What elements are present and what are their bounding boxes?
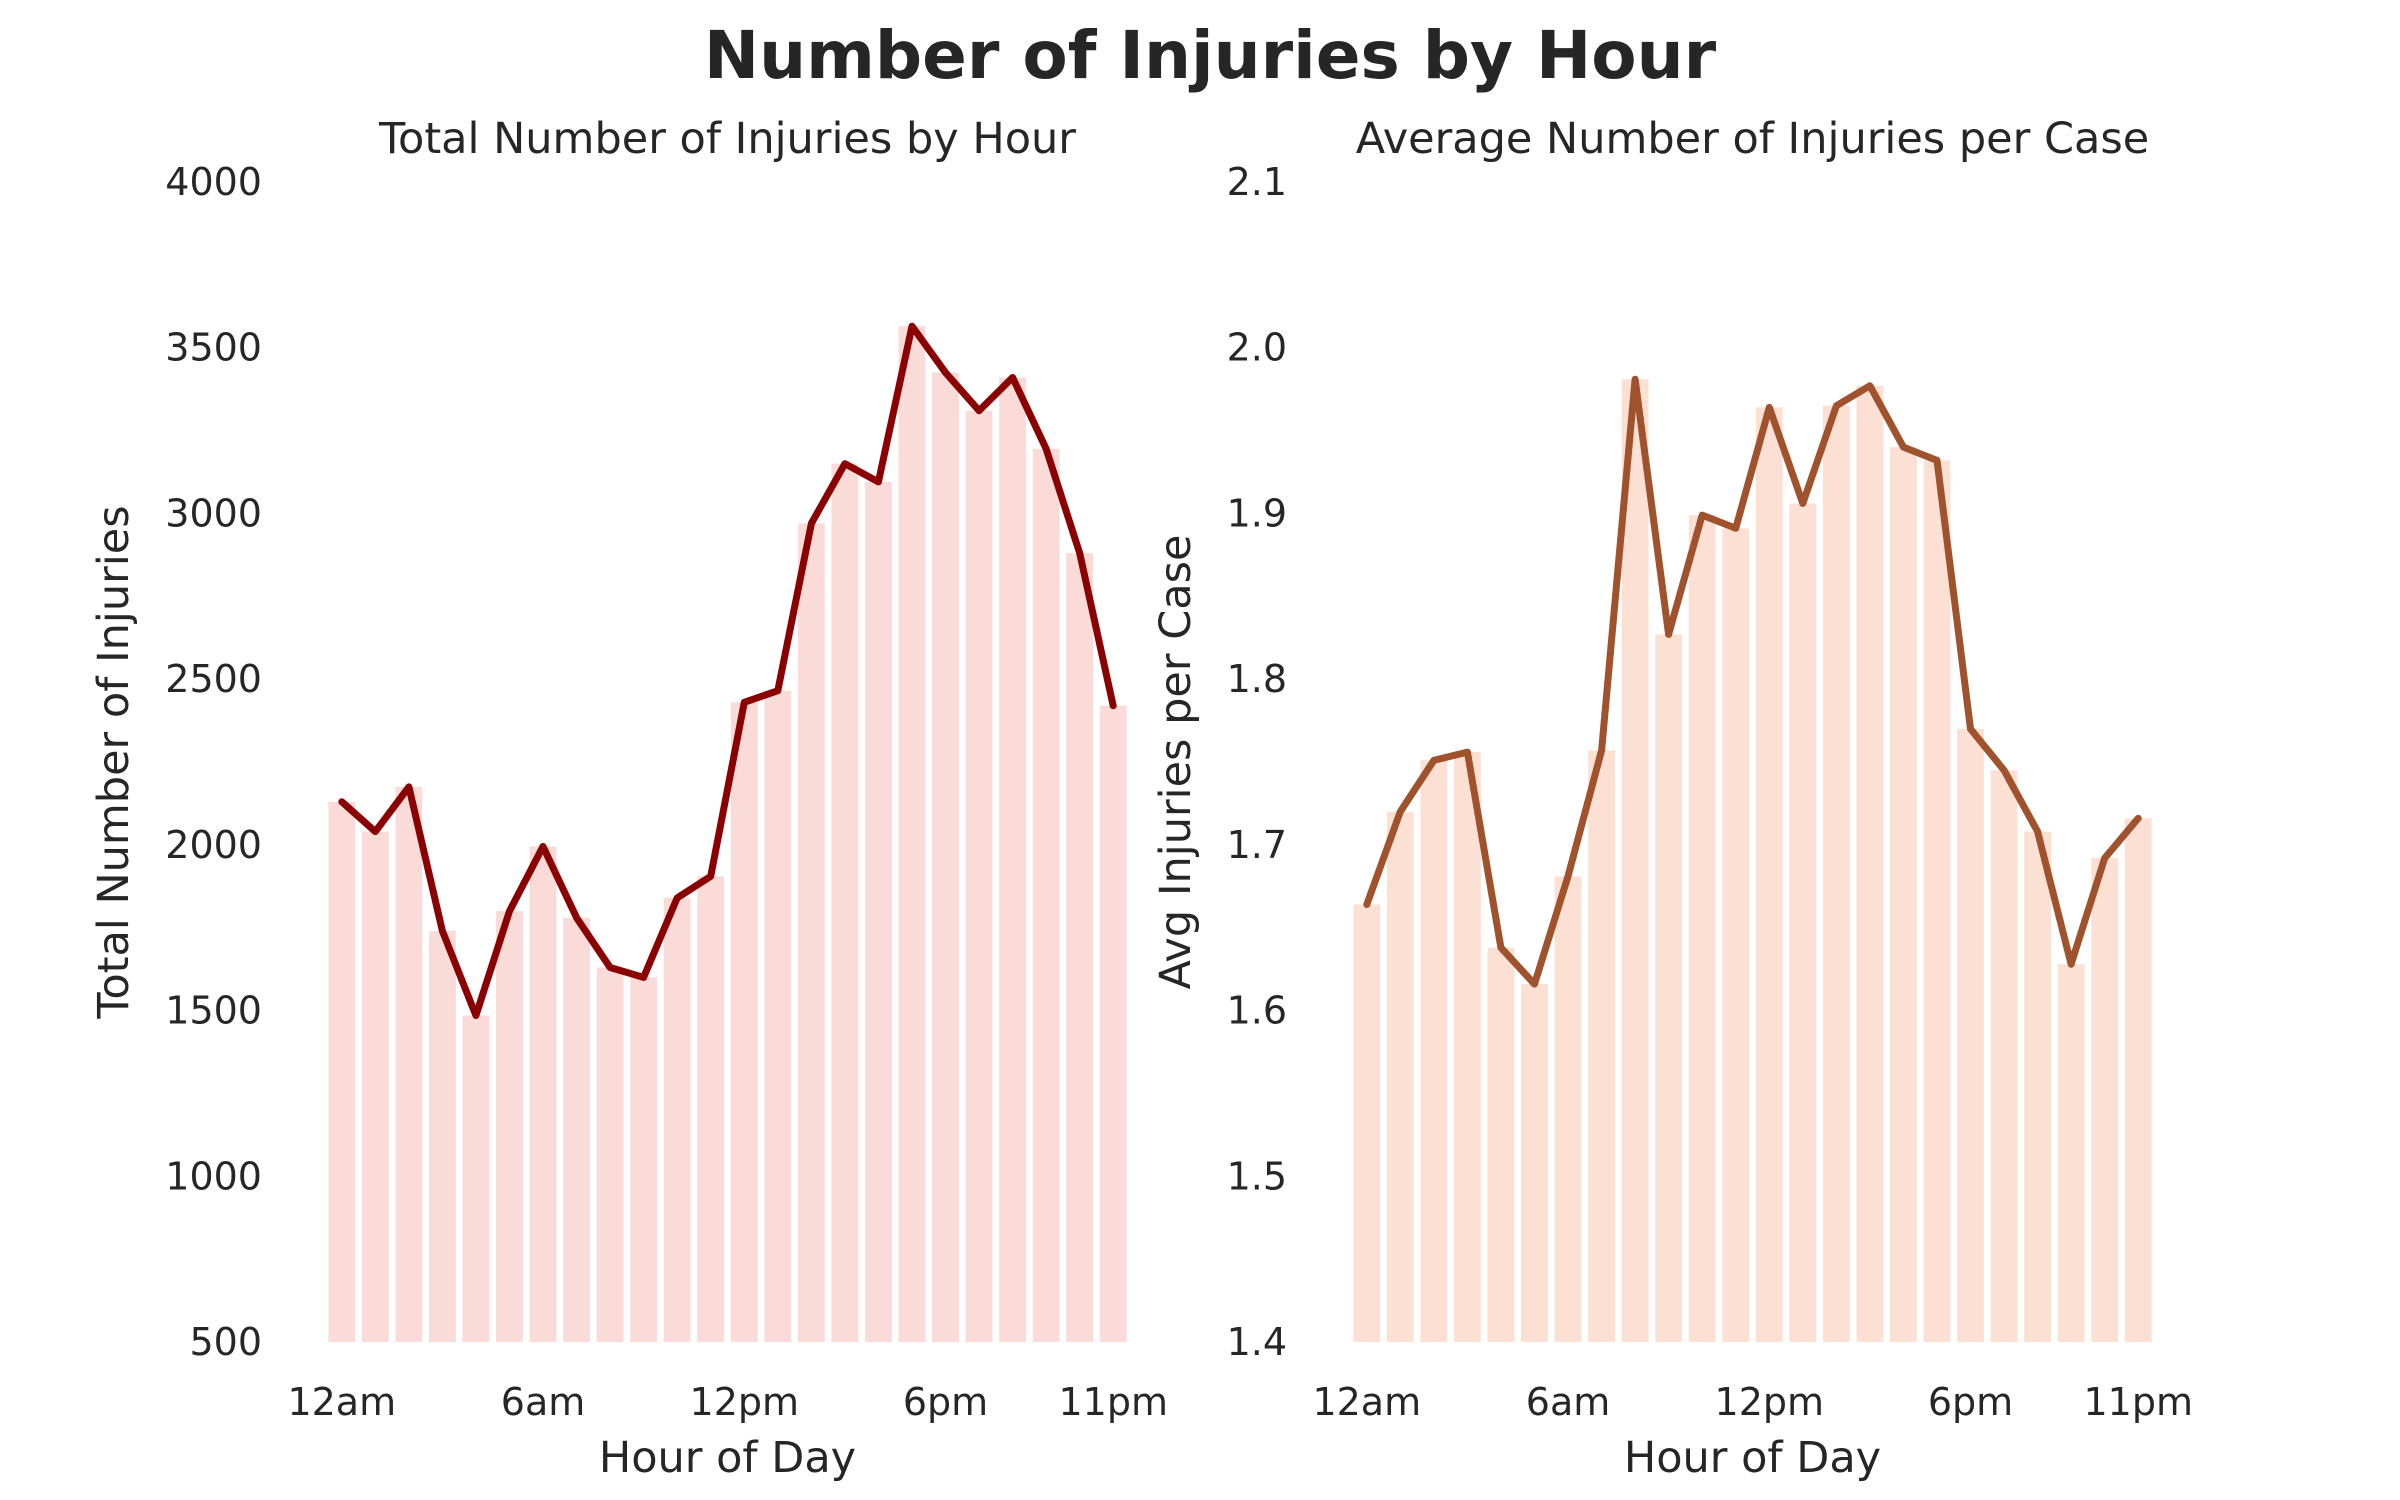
subplot-title: Total Number of Injuries by Hour (378, 114, 1076, 164)
bar-hour-7 (563, 917, 590, 1342)
bar-hour-8 (596, 967, 624, 1342)
x-tick-label: 6pm (1928, 1380, 2013, 1424)
y-tick-label: 2500 (165, 657, 262, 701)
series-line (1363, 375, 2142, 988)
y-tick-label: 1.5 (1227, 1154, 1287, 1198)
bar-hour-16 (1890, 447, 1917, 1343)
bar-hour-22 (2091, 858, 2119, 1342)
bar-hour-14 (797, 523, 825, 1342)
bar-hour-14 (1822, 405, 1850, 1342)
bar-hour-9 (630, 977, 658, 1342)
y-tick-label: 1000 (165, 1154, 262, 1198)
y-tick-label: 1500 (165, 989, 262, 1033)
bar-hour-4 (462, 1015, 490, 1342)
bar-hour-1 (1386, 811, 1414, 1342)
bar-hour-5 (1521, 984, 1548, 1342)
bar-hour-2 (395, 786, 423, 1342)
y-tick-label: 2000 (165, 823, 262, 867)
x-axis-label: Hour of Day (1624, 1433, 1881, 1483)
bar-hour-3 (428, 931, 456, 1342)
bar-hour-23 (1099, 705, 1127, 1342)
bar-hour-12 (1755, 407, 1783, 1342)
y-axis-label: Avg Injuries per Case (1151, 535, 1201, 990)
bar-hour-0 (328, 801, 356, 1342)
bar-hour-21 (1032, 448, 1060, 1342)
y-tick-label: 1.4 (1227, 1320, 1287, 1364)
bar-hour-13 (1789, 503, 1817, 1342)
chart-panel-average-injuries: Average Number of Injuries per Case 1.4 1.… (1151, 114, 2193, 1483)
bar-hour-15 (831, 463, 859, 1342)
x-tick-label: 12am (287, 1380, 396, 1424)
bar-hour-10 (663, 897, 691, 1342)
bar-hour-19 (1990, 770, 2018, 1342)
bar-hour-1 (361, 831, 389, 1342)
x-tick-label: 6am (1526, 1380, 1610, 1424)
series-line (338, 322, 1117, 1019)
x-tick-label: 6pm (903, 1380, 988, 1424)
bar-hour-17 (1923, 460, 1951, 1342)
bar-hour-17 (898, 326, 926, 1343)
x-tick-label: 6am (501, 1380, 585, 1424)
bar-hour-9 (1655, 634, 1683, 1342)
bar-hour-11 (1722, 528, 1750, 1342)
bar-hour-22 (1066, 553, 1094, 1342)
bar-hour-2 (1420, 760, 1448, 1342)
x-tick-label: 12am (1312, 1380, 1421, 1424)
y-tick-label: 500 (189, 1320, 262, 1364)
bar-hour-11 (697, 876, 725, 1342)
bar-hour-18 (1957, 728, 1984, 1342)
bar-hour-23 (2124, 818, 2152, 1342)
y-tick-label: 1.9 (1227, 491, 1287, 535)
y-axis-label: Total Number of Injuries (89, 505, 139, 1019)
x-tick-label: 12pm (690, 1380, 800, 1424)
bar-hour-10 (1688, 515, 1716, 1342)
bar-hour-16 (865, 481, 892, 1342)
x-tick-label: 12pm (1715, 1380, 1825, 1424)
chart-panel-total-injuries: Total Number of Injuries by Hour 500 1000 1… (89, 114, 1168, 1483)
bar-hour-20 (2024, 831, 2052, 1342)
bar-hour-20 (999, 377, 1027, 1342)
figure-suptitle: Number of Injuries by Hour (704, 17, 1717, 94)
x-tick-label: 11pm (2083, 1380, 2193, 1424)
bar-hour-5 (496, 911, 523, 1342)
x-axis-label: Hour of Day (599, 1433, 856, 1483)
bar-hour-6 (1554, 876, 1582, 1342)
bar-hour-8 (1621, 379, 1649, 1342)
y-tick-label: 3500 (165, 326, 262, 370)
y-tick-label: 2.1 (1227, 160, 1287, 204)
bar-hour-12 (730, 702, 758, 1342)
y-tick-label: 1.8 (1227, 657, 1287, 701)
y-tick-label: 2.0 (1227, 326, 1287, 370)
bar-hour-4 (1487, 947, 1515, 1342)
y-tick-label: 1.6 (1227, 989, 1287, 1033)
bar-hour-21 (2057, 964, 2085, 1342)
y-tick-label: 4000 (165, 160, 262, 204)
bar-hour-15 (1856, 385, 1884, 1342)
bar-hour-3 (1453, 752, 1481, 1342)
y-tick-label: 3000 (165, 491, 262, 535)
y-tick-label: 1.7 (1227, 823, 1287, 867)
subplot-title: Average Number of Injuries per Case (1356, 114, 2149, 164)
bar-hour-18 (932, 372, 959, 1343)
x-tick-label: 11pm (1058, 1380, 1168, 1424)
bar-hour-0 (1353, 904, 1381, 1342)
bar-hour-6 (529, 846, 557, 1342)
bar-hour-7 (1588, 750, 1615, 1342)
bar-hour-19 (965, 410, 993, 1343)
bar-hour-13 (764, 690, 792, 1342)
